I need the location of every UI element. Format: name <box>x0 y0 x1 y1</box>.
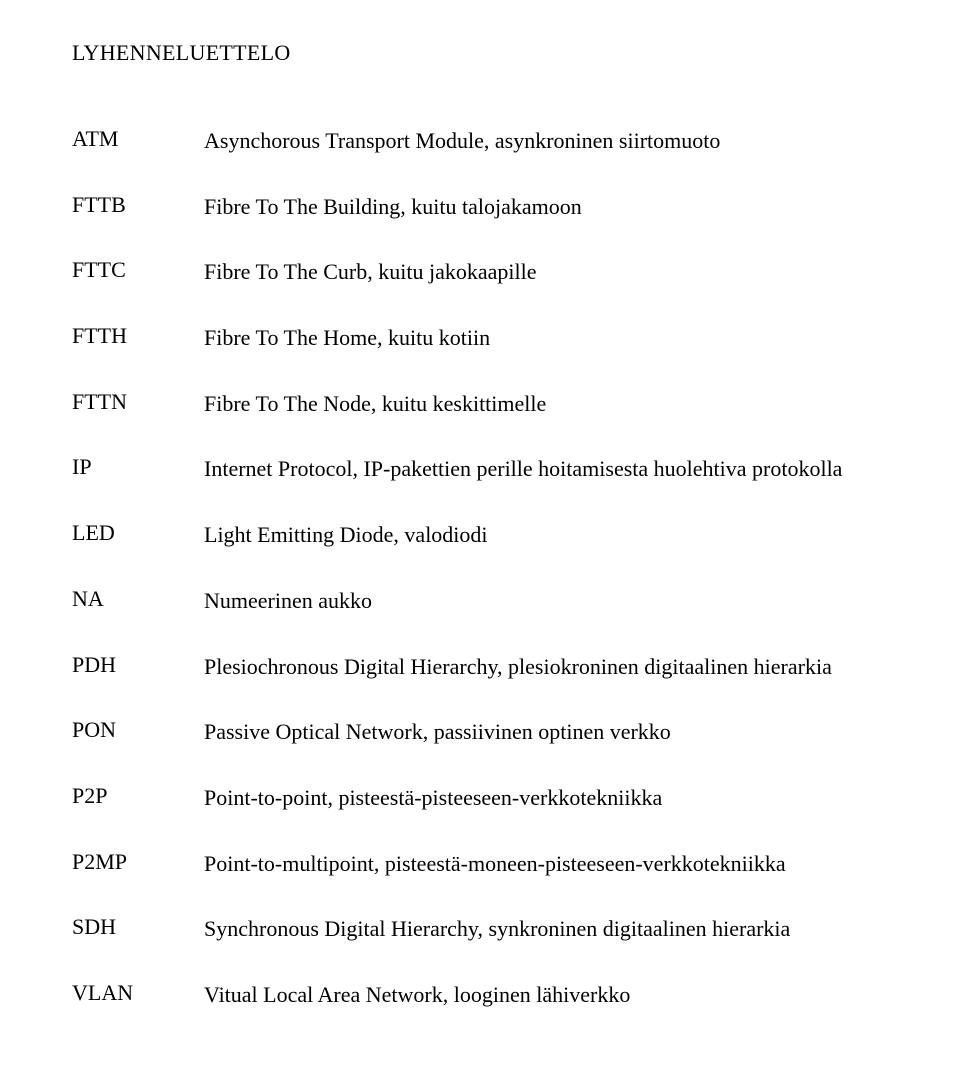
term-row: P2P Point-to-point, pisteestä-pisteeseen… <box>72 783 888 813</box>
term-row: NA Numeerinen aukko <box>72 586 888 616</box>
term-def: Light Emitting Diode, valodiodi <box>204 520 888 550</box>
term-row: ATM Asynchorous Transport Module, asynkr… <box>72 126 888 156</box>
term-abbr: SDH <box>72 914 204 940</box>
term-abbr: ATM <box>72 126 204 152</box>
term-row: FTTC Fibre To The Curb, kuitu jakokaapil… <box>72 257 888 287</box>
term-abbr: VLAN <box>72 980 204 1006</box>
terms-list: ATM Asynchorous Transport Module, asynkr… <box>72 126 888 1010</box>
term-def: Plesiochronous Digital Hierarchy, plesio… <box>204 652 888 682</box>
term-def: Vitual Local Area Network, looginen lähi… <box>204 980 888 1010</box>
term-row: IP Internet Protocol, IP-pakettien peril… <box>72 454 888 484</box>
term-row: FTTH Fibre To The Home, kuitu kotiin <box>72 323 888 353</box>
term-abbr: FTTB <box>72 192 204 218</box>
term-def: Internet Protocol, IP-pakettien perille … <box>204 454 888 484</box>
term-abbr: P2MP <box>72 849 204 875</box>
term-row: P2MP Point-to-multipoint, pisteestä-mone… <box>72 849 888 879</box>
term-def: Point-to-multipoint, pisteestä-moneen-pi… <box>204 849 888 879</box>
term-abbr: LED <box>72 520 204 546</box>
term-row: FTTB Fibre To The Building, kuitu taloja… <box>72 192 888 222</box>
term-row: SDH Synchronous Digital Hierarchy, synkr… <box>72 914 888 944</box>
term-def: Fibre To The Home, kuitu kotiin <box>204 323 888 353</box>
term-abbr: IP <box>72 454 204 480</box>
term-abbr: PDH <box>72 652 204 678</box>
term-def: Numeerinen aukko <box>204 586 888 616</box>
term-row: VLAN Vitual Local Area Network, looginen… <box>72 980 888 1010</box>
term-abbr: NA <box>72 586 204 612</box>
term-row: PON Passive Optical Network, passiivinen… <box>72 717 888 747</box>
term-def: Passive Optical Network, passiivinen opt… <box>204 717 888 747</box>
term-def: Point-to-point, pisteestä-pisteeseen-ver… <box>204 783 888 813</box>
term-def: Fibre To The Curb, kuitu jakokaapille <box>204 257 888 287</box>
term-row: FTTN Fibre To The Node, kuitu keskittime… <box>72 389 888 419</box>
term-def: Asynchorous Transport Module, asynkronin… <box>204 126 888 156</box>
page: LYHENNELUETTELO ATM Asynchorous Transpor… <box>0 0 960 1050</box>
term-abbr: PON <box>72 717 204 743</box>
term-abbr: FTTC <box>72 257 204 283</box>
term-abbr: FTTN <box>72 389 204 415</box>
term-def: Fibre To The Node, kuitu keskittimelle <box>204 389 888 419</box>
term-row: PDH Plesiochronous Digital Hierarchy, pl… <box>72 652 888 682</box>
term-abbr: P2P <box>72 783 204 809</box>
term-def: Fibre To The Building, kuitu talojakamoo… <box>204 192 888 222</box>
term-abbr: FTTH <box>72 323 204 349</box>
term-def: Synchronous Digital Hierarchy, synkronin… <box>204 914 888 944</box>
term-row: LED Light Emitting Diode, valodiodi <box>72 520 888 550</box>
page-title: LYHENNELUETTELO <box>72 40 888 66</box>
